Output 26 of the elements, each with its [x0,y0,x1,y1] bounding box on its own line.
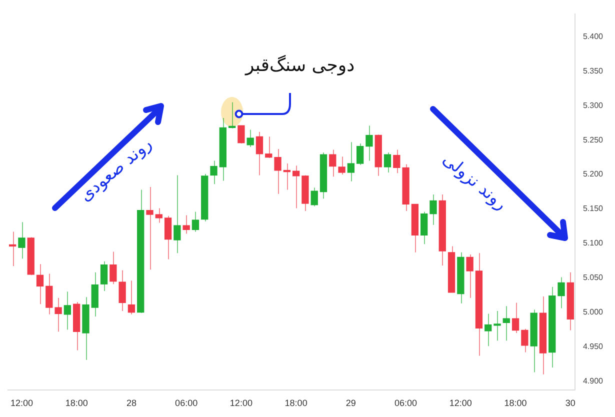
y-tick-label: 5.400 [582,32,604,41]
y-tick-label: 5.250 [582,135,604,144]
x-tick-label: 06:00 [175,398,198,408]
x-tick-label: 29 [346,398,356,408]
x-tick-label: 12:00 [10,398,33,408]
y-tick-label: 5.050 [582,273,604,282]
x-tick-label: 12:00 [449,398,472,408]
y-tick-label: 5.300 [582,100,604,110]
x-tick-label: 18:00 [504,398,527,408]
x-tick-label: 12:00 [230,398,252,408]
y-tick-label: 5.000 [582,308,604,317]
candlestick [238,125,245,144]
y-tick-label: 4.950 [582,342,604,351]
y-tick-label: 5.350 [582,66,604,76]
x-tick-label: 18:00 [65,398,88,408]
x-tick-label: 28 [126,398,136,408]
y-tick-label: 4.900 [582,376,604,386]
x-tick-label: 18:00 [284,398,308,408]
annotation: دوجی سنگ‌قبر [244,54,355,76]
x-tick-label: 06:00 [394,398,418,408]
y-tick-label: 5.150 [582,204,604,214]
x-tick-label: 30 [565,398,576,408]
annotation: روند نزولی [438,150,511,214]
annotation: روند صعودی [76,134,156,206]
y-tick-label: 5.200 [582,170,604,179]
y-tick-label: 5.100 [582,238,604,248]
